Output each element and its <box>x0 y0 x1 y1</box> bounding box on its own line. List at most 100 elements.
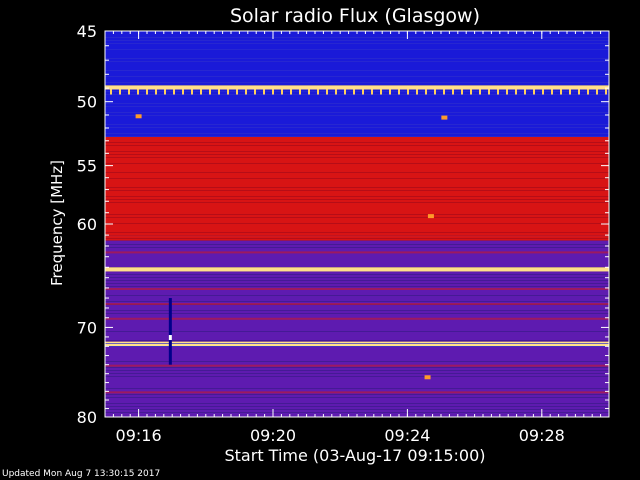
texture-line <box>105 277 609 278</box>
pulse-mark <box>335 89 337 95</box>
texture-line <box>105 103 609 104</box>
pulse-mark <box>200 89 202 95</box>
x-axis: 09:16 09:20 09:24 09:28 <box>104 31 610 445</box>
texture-line <box>105 61 609 62</box>
pulse-mark <box>173 89 175 95</box>
texture-line <box>105 133 609 134</box>
pulse-mark <box>218 89 220 95</box>
pulse-mark <box>209 89 211 95</box>
texture-line <box>105 196 609 197</box>
texture-line <box>105 58 609 59</box>
texture-line <box>105 283 609 284</box>
bright-spot-1 <box>441 115 448 120</box>
texture-line <box>105 361 609 362</box>
pulse-mark <box>236 89 238 95</box>
plot-area <box>104 30 610 418</box>
pulse-mark <box>245 89 247 95</box>
texture-line <box>105 214 609 215</box>
texture-line <box>105 295 609 296</box>
pulse-mark <box>326 89 328 95</box>
pulse-mark <box>299 89 301 95</box>
pulse-mark <box>605 89 607 95</box>
texture-line <box>105 223 609 224</box>
pulse-mark <box>281 89 283 95</box>
pulse-mark <box>470 89 472 95</box>
interference-row-3 <box>105 303 609 306</box>
texture-line <box>105 217 609 218</box>
pulse-mark <box>164 89 166 95</box>
y-tick-label: 60 <box>77 215 97 234</box>
pulse-mark <box>353 89 355 95</box>
texture-line <box>105 202 609 203</box>
texture-line <box>105 142 609 143</box>
interference-row-1 <box>105 251 609 254</box>
texture-line <box>105 244 609 245</box>
pulse-mark <box>479 89 481 95</box>
band-3 <box>105 136 609 241</box>
bright-spot-2 <box>135 114 142 119</box>
texture-line <box>105 76 609 77</box>
pulse-mark <box>569 89 571 95</box>
pulse-mark <box>110 89 112 95</box>
pulse-mark <box>542 89 544 95</box>
interference-row-6 <box>105 391 609 394</box>
band-5 <box>105 267 609 272</box>
bright-spot-0 <box>427 214 434 219</box>
texture-line <box>105 70 609 71</box>
texture-line <box>105 154 609 155</box>
data-gap-highlight <box>168 335 172 341</box>
texture-line <box>105 40 609 41</box>
texture-line <box>105 409 609 410</box>
y-axis-label: Frequency [MHz] <box>48 160 66 286</box>
pulse-mark <box>434 89 436 95</box>
interference-row-4 <box>105 317 609 320</box>
texture-line <box>105 82 609 83</box>
texture-line <box>105 313 609 314</box>
pulse-mark <box>596 89 598 95</box>
texture-line <box>105 343 609 344</box>
pulse-mark <box>146 89 148 95</box>
texture-line <box>105 280 609 281</box>
texture-line <box>105 163 609 164</box>
texture-line <box>105 145 609 146</box>
texture-line <box>105 157 609 158</box>
pulse-mark <box>488 89 490 95</box>
band-4 <box>105 240 609 268</box>
interference-row-0 <box>105 235 609 238</box>
x-axis-label: Start Time (03-Aug-17 09:15:00) <box>225 446 486 465</box>
texture-line <box>105 178 609 179</box>
texture-line <box>105 301 609 302</box>
texture-line <box>105 238 609 239</box>
pulse-mark <box>425 89 427 95</box>
pulse-mark <box>398 89 400 95</box>
pulse-mark <box>560 89 562 95</box>
pulse-mark <box>263 89 265 95</box>
pulse-mark <box>308 89 310 95</box>
pulse-mark <box>443 89 445 95</box>
texture-line <box>105 367 609 368</box>
texture-line <box>105 403 609 404</box>
x-tick-label: 09:16 <box>116 426 162 445</box>
interference-row-5 <box>105 364 609 367</box>
pulse-mark <box>254 89 256 95</box>
texture-line <box>105 124 609 125</box>
texture-line <box>105 115 609 116</box>
texture-line <box>105 331 609 332</box>
texture-line <box>105 247 609 248</box>
pulse-mark <box>191 89 193 95</box>
y-tick-label: 50 <box>77 93 97 112</box>
pulse-mark <box>380 89 382 95</box>
x-tick-label: 09:20 <box>250 426 296 445</box>
y-tick-label: 80 <box>77 408 97 427</box>
pulse-mark <box>497 89 499 95</box>
texture-line <box>105 136 609 137</box>
pulse-mark <box>551 89 553 95</box>
band-2 <box>105 89 609 137</box>
pulse-mark <box>137 89 139 95</box>
bright-spot-3 <box>424 375 431 380</box>
texture-line <box>105 373 609 374</box>
y-tick-label: 55 <box>77 157 97 176</box>
band-1 <box>105 85 609 90</box>
pulse-mark <box>344 89 346 95</box>
pulse-mark <box>272 89 274 95</box>
